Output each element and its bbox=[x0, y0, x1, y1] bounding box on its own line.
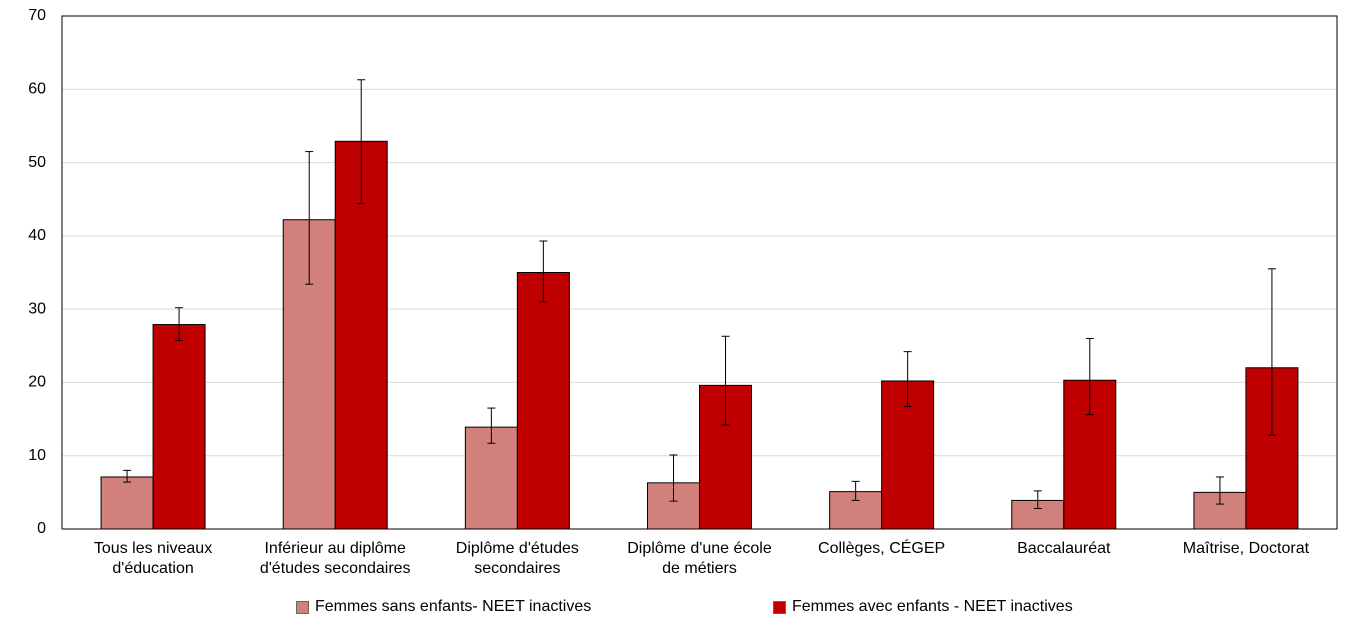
x-tick-label: Baccalauréat bbox=[1017, 540, 1111, 557]
y-tick-label: 50 bbox=[28, 154, 46, 171]
legend-item: Femmes avec enfants - NEET inactives bbox=[773, 598, 1073, 616]
bar bbox=[334, 140, 388, 530]
plot-frame bbox=[61, 15, 1338, 530]
error-bar bbox=[1085, 337, 1094, 416]
error-bar bbox=[305, 151, 314, 285]
error-bar bbox=[357, 79, 366, 205]
error-bar bbox=[1033, 490, 1042, 509]
error-bar bbox=[123, 469, 132, 483]
x-tick-label: Maîtrise, Doctorat bbox=[1182, 540, 1310, 557]
error-bar bbox=[175, 307, 184, 342]
y-tick-label: 30 bbox=[28, 300, 46, 317]
x-tick-label: Inférieur au diplôme d'études secondaire… bbox=[259, 540, 411, 577]
legend-swatch bbox=[296, 600, 309, 614]
legend-label: Femmes sans enfants- NEET inactives bbox=[315, 598, 592, 615]
y-tick-label: 20 bbox=[28, 374, 46, 391]
error-bar bbox=[669, 454, 678, 502]
x-tick-label: Collèges, CÉGEP bbox=[818, 540, 946, 557]
legend-item: Femmes sans enfants- NEET inactives bbox=[296, 598, 591, 616]
bar bbox=[464, 426, 518, 530]
error-bar bbox=[721, 335, 730, 426]
x-tick-label: Diplôme d'études secondaires bbox=[455, 540, 579, 577]
legend-label: Femmes avec enfants - NEET inactives bbox=[792, 598, 1073, 615]
x-tick-label: Tous les niveaux d'éducation bbox=[93, 540, 213, 577]
error-bar bbox=[851, 480, 860, 501]
x-tick-label: Diplôme d'une école de métiers bbox=[627, 540, 772, 577]
y-tick-label: 70 bbox=[28, 7, 46, 24]
error-bar bbox=[1215, 476, 1224, 505]
bar bbox=[152, 324, 206, 530]
bar bbox=[516, 272, 570, 530]
error-bar bbox=[903, 351, 912, 408]
y-tick-label: 60 bbox=[28, 81, 46, 98]
y-tick-label: 40 bbox=[28, 227, 46, 244]
bar bbox=[100, 476, 154, 530]
y-tick-label: 0 bbox=[37, 520, 46, 537]
bar bbox=[881, 380, 935, 530]
error-bar bbox=[487, 407, 496, 444]
legend-swatch bbox=[773, 600, 786, 614]
error-bar bbox=[539, 240, 548, 303]
error-bar bbox=[1267, 268, 1276, 436]
y-tick-label: 10 bbox=[28, 447, 46, 464]
